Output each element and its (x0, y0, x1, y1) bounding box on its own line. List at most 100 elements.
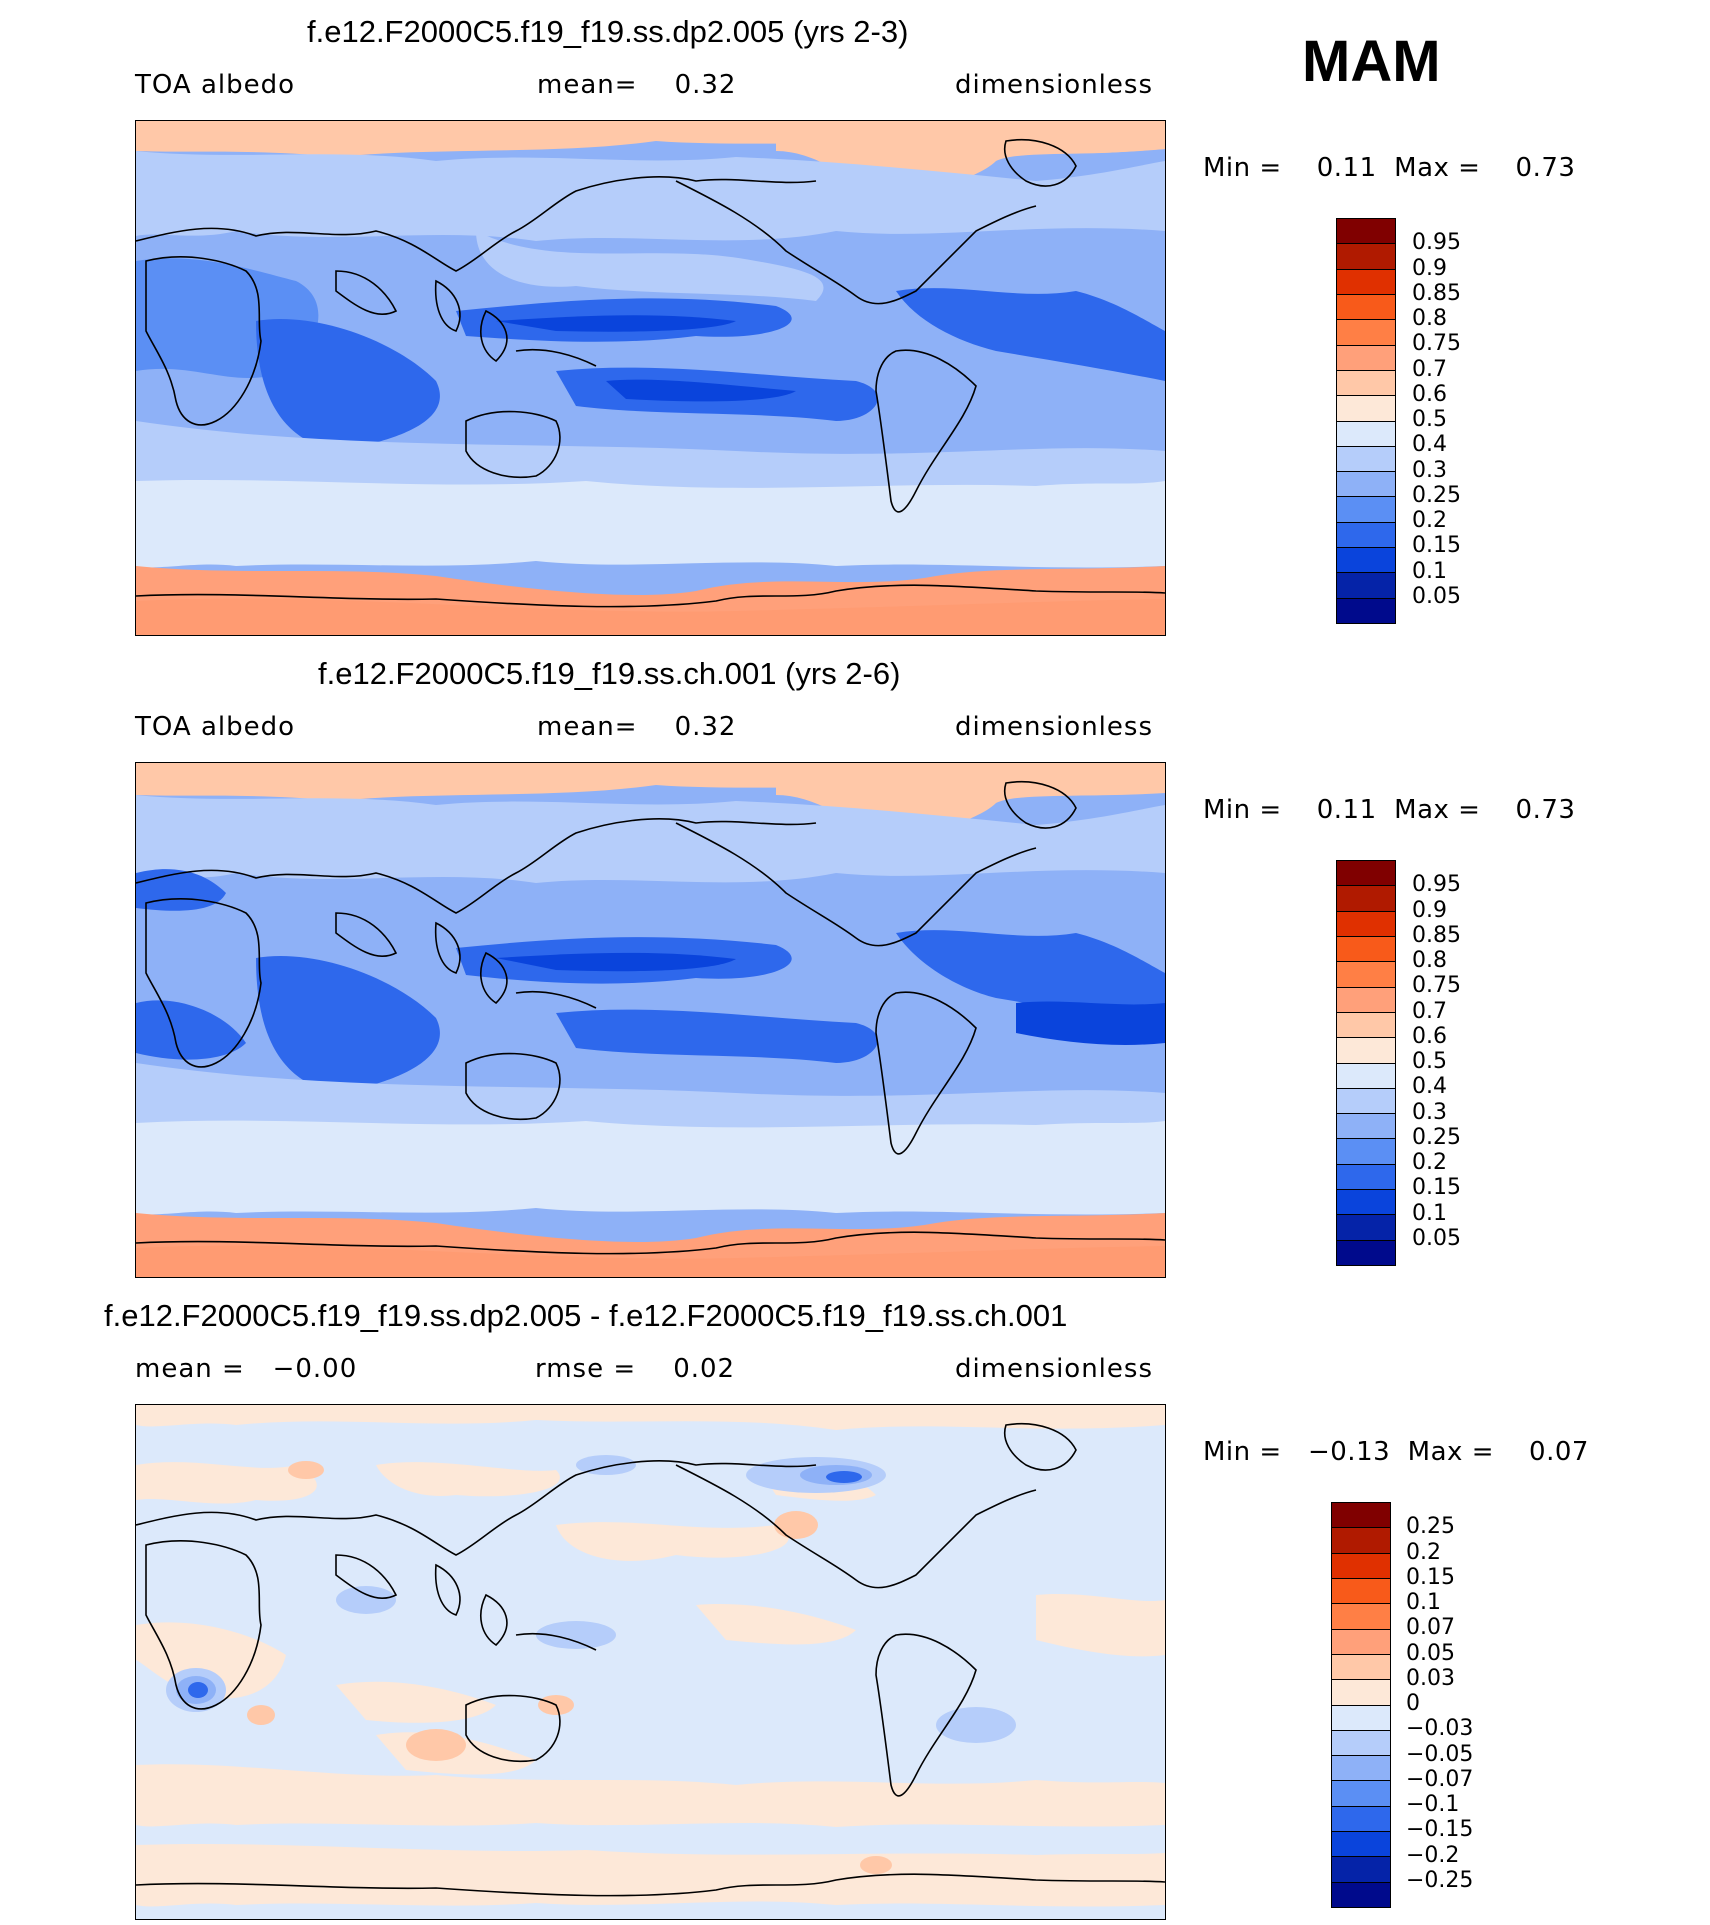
colorbar-cell (1337, 1139, 1395, 1165)
colorbar-tick-label: 0.2 (1412, 508, 1447, 533)
colorbar-tick-label: 0.2 (1406, 1539, 1441, 1565)
colorbar-tick-label: −0.15 (1406, 1817, 1474, 1843)
colorbar-tick-label: 0.3 (1412, 457, 1447, 483)
colorbar-tick-label: 0.25 (1412, 1124, 1461, 1150)
colorbar-tick-label: −0.05 (1406, 1741, 1474, 1767)
colorbar-tick-label: −0.2 (1406, 1842, 1460, 1868)
panel-3-colorbar-labels: 0.25 0.2 0.15 0.1 0.07 0.05 0.03 0 −0.03 −0.05 −0.… (1406, 1502, 1536, 1906)
colorbar-cell (1337, 936, 1395, 963)
colorbar-cell (1332, 1882, 1390, 1907)
panel-1-mean-label: mean= 0.32 (537, 70, 737, 100)
colorbar-cell (1332, 1705, 1390, 1731)
colorbar-tick-label: 0.3 (1412, 1099, 1447, 1125)
colorbar-tick-label: 0.25 (1412, 482, 1461, 508)
colorbar-cell (1332, 1654, 1390, 1681)
colorbar-tick-label: 0 (1406, 1691, 1420, 1716)
colorbar-tick-label: 0.9 (1412, 255, 1447, 281)
colorbar-cell (1337, 446, 1395, 473)
colorbar-cell (1332, 1680, 1390, 1706)
colorbar-cell (1337, 886, 1395, 912)
panel-2-variable-label: TOA albedo (135, 712, 296, 742)
colorbar-tick-label: 0.07 (1406, 1615, 1455, 1641)
colorbar-cell (1332, 1528, 1390, 1554)
colorbar-tick-label: 0.03 (1406, 1665, 1455, 1691)
panel-3-minmax: Min = −0.13 Max = 0.07 (1203, 1437, 1589, 1467)
colorbar-tick-label: 0.95 (1412, 230, 1461, 256)
colorbar-cell (1337, 244, 1395, 270)
panel-1-colorbar-labels: 0.95 0.9 0.85 0.8 0.75 0.7 0.6 0.5 0.4 0.3 0.25 0.2… (1412, 218, 1532, 622)
colorbar-tick-label: 0.4 (1412, 1074, 1447, 1100)
colorbar-cell (1337, 1012, 1395, 1039)
colorbar-cell (1337, 219, 1395, 245)
colorbar-cell (1337, 987, 1395, 1013)
colorbar-tick-label: 0.85 (1412, 922, 1461, 948)
colorbar-cell (1337, 370, 1395, 397)
colorbar-cell (1337, 294, 1395, 321)
panel-1-minmax: Min = 0.11 Max = 0.73 (1203, 153, 1576, 183)
panel-2-map (135, 762, 1166, 1278)
colorbar-cell (1332, 1578, 1390, 1605)
colorbar-tick-label: 0.05 (1412, 583, 1461, 609)
colorbar-cell (1332, 1730, 1390, 1757)
panel-3-map-svg (136, 1405, 1165, 1907)
colorbar-cell (1337, 497, 1395, 523)
colorbar-tick-label: 0.85 (1412, 280, 1461, 306)
colorbar-tick-label: 0.5 (1412, 407, 1447, 432)
colorbar-cell (1337, 573, 1395, 599)
colorbar-tick-label: 0.5 (1412, 1049, 1447, 1074)
colorbar-tick-label: 0.75 (1412, 973, 1461, 999)
panel-3-rmse-label: rmse = 0.02 (535, 1354, 736, 1384)
colorbar-tick-label: 0.4 (1412, 432, 1447, 458)
colorbar-tick-label: 0.9 (1412, 897, 1447, 923)
colorbar-cell (1332, 1553, 1390, 1579)
colorbar-tick-label: 0.8 (1412, 306, 1447, 331)
colorbar-cell (1337, 1038, 1395, 1064)
panel-1-map-svg (136, 121, 1165, 635)
panel-3-colorbar (1331, 1502, 1391, 1908)
panel-2-colorbar (1336, 860, 1396, 1266)
colorbar-cell (1337, 1114, 1395, 1140)
colorbar-cell (1337, 1215, 1395, 1241)
panel-1-title: f.e12.F2000C5.f19_f19.ss.dp2.005 (yrs 2-… (307, 14, 909, 49)
colorbar-cell (1337, 962, 1395, 988)
colorbar-cell (1337, 345, 1395, 371)
colorbar-cell (1337, 1063, 1395, 1089)
panel-3-title: f.e12.F2000C5.f19_f19.ss.dp2.005 - f.e12… (104, 1298, 1068, 1333)
colorbar-tick-label: 0.6 (1412, 1023, 1447, 1049)
panel-2-minmax: Min = 0.11 Max = 0.73 (1203, 795, 1576, 825)
colorbar-cell (1332, 1832, 1390, 1858)
colorbar-tick-label: −0.03 (1406, 1716, 1474, 1742)
panel-3-mean-label: mean = −0.00 (135, 1354, 358, 1384)
panel-3-map (135, 1404, 1166, 1920)
colorbar-cell (1332, 1756, 1390, 1782)
colorbar-tick-label: 0.1 (1412, 558, 1447, 584)
colorbar-cell (1332, 1604, 1390, 1630)
colorbar-tick-label: 0.15 (1406, 1564, 1455, 1590)
colorbar-cell (1337, 396, 1395, 422)
colorbar-tick-label: 0.8 (1412, 948, 1447, 973)
colorbar-cell (1337, 1164, 1395, 1191)
colorbar-tick-label: −0.25 (1406, 1867, 1474, 1893)
colorbar-cell (1337, 1240, 1395, 1265)
colorbar-cell (1332, 1806, 1390, 1833)
colorbar-cell (1337, 1190, 1395, 1216)
colorbar-tick-label: 0.7 (1412, 356, 1447, 382)
panel-3-units-label: dimensionless (955, 1354, 1153, 1384)
panel-1-map (135, 120, 1166, 636)
colorbar-cell (1337, 421, 1395, 447)
colorbar-cell (1337, 472, 1395, 498)
panel-2-map-svg (136, 763, 1165, 1277)
colorbar-cell (1332, 1857, 1390, 1883)
panel-2-colorbar-labels: 0.95 0.9 0.85 0.8 0.75 0.7 0.6 0.5 0.4 0.3 0.25 0.2… (1412, 860, 1532, 1264)
panel-1-units-label: dimensionless (955, 70, 1153, 100)
colorbar-tick-label: −0.1 (1406, 1792, 1460, 1817)
colorbar-tick-label: 0.25 (1406, 1514, 1455, 1540)
colorbar-cell (1337, 598, 1395, 623)
panel-2-title: f.e12.F2000C5.f19_f19.ss.ch.001 (yrs 2-6… (318, 656, 901, 691)
colorbar-cell (1337, 861, 1395, 887)
colorbar-tick-label: 0.75 (1412, 331, 1461, 357)
colorbar-cell (1337, 1088, 1395, 1115)
panel-1-colorbar (1336, 218, 1396, 624)
colorbar-tick-label: 0.95 (1412, 872, 1461, 898)
panel-2-mean-label: mean= 0.32 (537, 712, 737, 742)
